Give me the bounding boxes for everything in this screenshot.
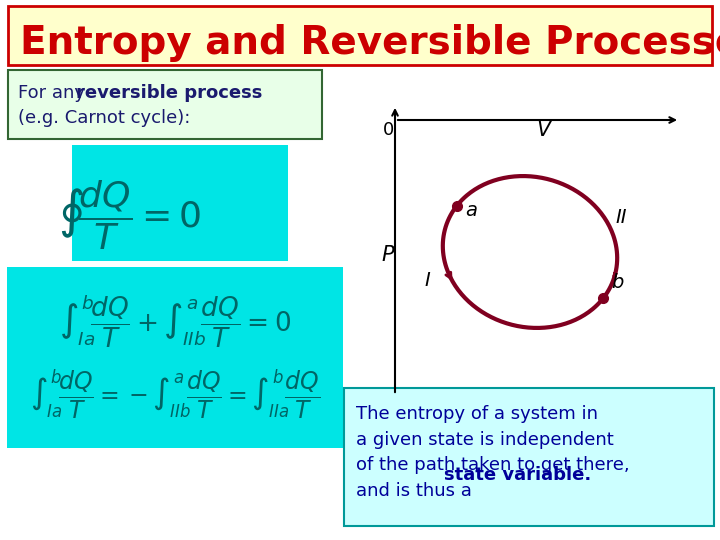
Text: $0$: $0$ bbox=[382, 121, 394, 139]
Text: reversible process: reversible process bbox=[76, 84, 262, 102]
Text: $\oint\!\dfrac{dQ}{T} = 0$: $\oint\!\dfrac{dQ}{T} = 0$ bbox=[58, 178, 202, 252]
Text: a: a bbox=[465, 201, 477, 220]
FancyBboxPatch shape bbox=[344, 388, 714, 526]
Text: $\int_{Ia}^{b}\!\dfrac{dQ}{T} + \int_{IIb}^{a}\!\dfrac{dQ}{T} = 0$: $\int_{Ia}^{b}\!\dfrac{dQ}{T} + \int_{II… bbox=[59, 294, 291, 350]
Text: I: I bbox=[424, 271, 430, 290]
Text: For any: For any bbox=[18, 84, 91, 102]
Text: II: II bbox=[616, 208, 627, 227]
Text: (e.g. Carnot cycle):: (e.g. Carnot cycle): bbox=[18, 109, 190, 127]
Text: $P$: $P$ bbox=[381, 245, 395, 265]
Text: The entropy of a system in
a given state is independent
of the path taken to get: The entropy of a system in a given state… bbox=[356, 405, 629, 500]
Text: state variable.: state variable. bbox=[444, 465, 591, 484]
Text: Entropy and Reversible Processes: Entropy and Reversible Processes bbox=[20, 24, 720, 62]
Text: b: b bbox=[611, 273, 624, 292]
Text: $\int_{Ia}^{b}\!\dfrac{dQ}{T} = -\int_{IIb}^{a}\!\dfrac{dQ}{T} = \int_{IIa}^{b}\: $\int_{Ia}^{b}\!\dfrac{dQ}{T} = -\int_{I… bbox=[30, 368, 320, 422]
Text: $V$: $V$ bbox=[536, 120, 554, 140]
FancyBboxPatch shape bbox=[7, 267, 343, 448]
FancyBboxPatch shape bbox=[8, 70, 322, 139]
FancyBboxPatch shape bbox=[72, 145, 288, 261]
FancyBboxPatch shape bbox=[8, 6, 712, 65]
